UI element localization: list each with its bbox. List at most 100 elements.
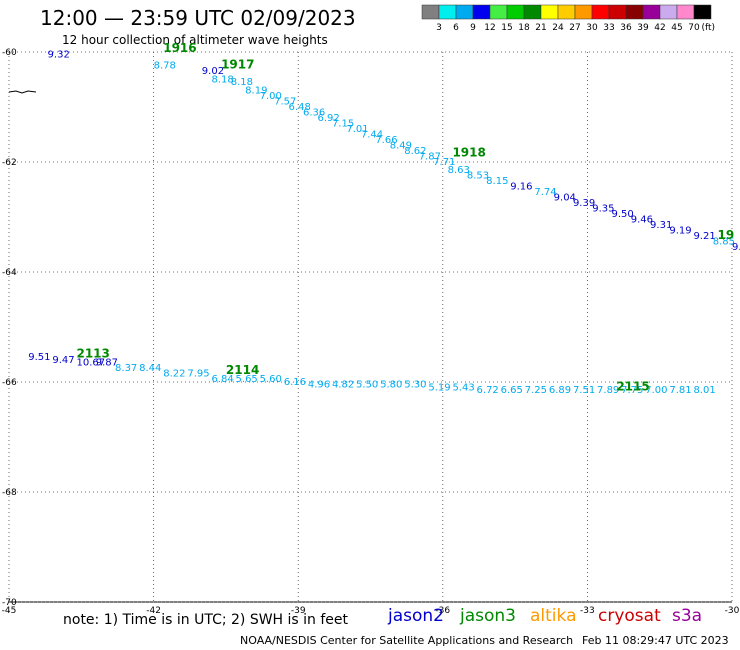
wave-height-label: 7.71 bbox=[433, 157, 455, 168]
wave-height-label: 10.67 bbox=[76, 358, 105, 369]
legend-s3a: s3a bbox=[672, 606, 703, 626]
wave-height-label: 7.25 bbox=[525, 385, 547, 396]
time-label: 2114 bbox=[226, 363, 259, 377]
time-label: 2115 bbox=[616, 379, 649, 393]
colorbar-label: 18 bbox=[518, 23, 530, 33]
time-label: 1918 bbox=[452, 146, 485, 160]
colorbar-swatch bbox=[438, 4, 457, 20]
colorbar-label: 15 bbox=[501, 23, 512, 33]
y-tick-label: -62 bbox=[2, 158, 17, 168]
chart-subtitle: 12 hour collection of altimeter wave hei… bbox=[62, 33, 328, 47]
wave-height-label: 9.39 bbox=[573, 198, 595, 209]
colorbar-swatch bbox=[659, 4, 678, 20]
wave-height-label: 6.84 bbox=[211, 374, 233, 385]
wave-height-label: 7.44 bbox=[361, 129, 383, 140]
colorbar-label: 36 bbox=[620, 23, 632, 33]
wave-height-label: 6.16 bbox=[284, 377, 306, 388]
colorbar-swatch bbox=[608, 4, 627, 20]
time-label: 19 bbox=[718, 228, 735, 242]
wave-height-label: 7.57 bbox=[274, 96, 296, 107]
colorbar-swatch bbox=[540, 4, 559, 20]
y-tick-label: -68 bbox=[2, 488, 17, 498]
colorbar-swatch bbox=[693, 4, 712, 20]
wave-height-label: 7.74 bbox=[534, 187, 556, 198]
wave-height-label: 9.46 bbox=[631, 215, 653, 226]
wave-height-label: 8.49 bbox=[390, 140, 412, 151]
wave-height-label: 8.53 bbox=[467, 171, 489, 182]
wave-height-label: 8.15 bbox=[486, 176, 508, 187]
colorbar-label: 45 bbox=[671, 23, 682, 33]
colorbar-swatch bbox=[455, 4, 474, 20]
wave-height-label: 7.15 bbox=[332, 118, 354, 129]
colorbar-swatch bbox=[676, 4, 695, 20]
wave-height-label: 7.00 bbox=[645, 385, 667, 396]
wave-height-label: 9.32 bbox=[48, 50, 70, 61]
wave-height-label: 5.65 bbox=[236, 374, 258, 385]
wave-height-label: 8.85 bbox=[713, 237, 735, 248]
wave-height-label: 7.95 bbox=[187, 369, 209, 380]
colorbar-swatch bbox=[472, 4, 491, 20]
wave-height-label: 9.21 bbox=[693, 231, 715, 242]
chart-title: 12:00 — 23:59 UTC 02/09/2023 bbox=[40, 6, 356, 30]
y-tick-label: -66 bbox=[2, 378, 17, 388]
wave-height-label: 8.18 bbox=[211, 74, 233, 85]
colorbar-label: 24 bbox=[552, 23, 564, 33]
wave-height-label: 5.80 bbox=[380, 380, 402, 391]
y-tick-label: -64 bbox=[2, 268, 17, 278]
time-label: 1917 bbox=[221, 58, 254, 72]
colorbar-swatch bbox=[591, 4, 610, 20]
wave-height-label: 8.01 bbox=[693, 385, 715, 396]
wave-height-label: 5.30 bbox=[404, 380, 426, 391]
colorbar-swatch bbox=[506, 4, 525, 20]
colorbar-label: 70 bbox=[688, 23, 700, 33]
wave-height-label: 4.96 bbox=[308, 380, 330, 391]
wave-height-label: 5.60 bbox=[260, 374, 282, 385]
wave-height-label: 7.87 bbox=[419, 151, 441, 162]
wave-height-label: 9.47 bbox=[52, 355, 74, 366]
colorbar-label: 33 bbox=[603, 23, 614, 33]
wave-height-label: 8.22 bbox=[163, 369, 185, 380]
x-tick-label: -33 bbox=[580, 606, 595, 616]
colorbar-swatch bbox=[523, 4, 542, 20]
colorbar-label: 6 bbox=[453, 23, 459, 33]
wave-height-label: 7.66 bbox=[375, 135, 397, 146]
legend-altika: altika bbox=[530, 606, 577, 626]
time-label: 2113 bbox=[76, 346, 109, 360]
wave-height-label: 8.37 bbox=[115, 363, 137, 374]
wave-height-label: 6.89 bbox=[549, 385, 571, 396]
wave-height-label: 9.51 bbox=[28, 352, 50, 363]
y-tick-label: -70 bbox=[2, 598, 17, 608]
y-tick-label: -60 bbox=[2, 48, 17, 58]
legend-jason3: jason3 bbox=[460, 606, 516, 626]
wave-height-label: 8.18 bbox=[231, 77, 253, 88]
wave-height-label: 9.87 bbox=[96, 358, 118, 369]
wave-height-label: 5.43 bbox=[452, 382, 474, 393]
wave-height-label: 6.36 bbox=[303, 107, 325, 118]
wave-height-label: 7.01 bbox=[346, 124, 368, 135]
wave-height-label: 4.82 bbox=[332, 380, 354, 391]
footer-note: note: 1) Time is in UTC; 2) SWH is in fe… bbox=[63, 612, 349, 628]
wave-height-label: 9.35 bbox=[592, 204, 614, 215]
wave-height-label: 7.81 bbox=[669, 385, 691, 396]
wave-height-label: 9.02 bbox=[202, 66, 224, 77]
colorbar-label: 30 bbox=[586, 23, 598, 33]
colorbar-label: 21 bbox=[535, 23, 546, 33]
colorbar-label: 39 bbox=[637, 23, 649, 33]
wave-height-label: 9.16 bbox=[510, 182, 532, 193]
x-tick-label: -42 bbox=[146, 606, 161, 616]
x-tick-label: -30 bbox=[725, 606, 740, 616]
wave-height-label: 6.72 bbox=[477, 385, 499, 396]
time-label: 1916 bbox=[163, 41, 196, 55]
credit-text: NOAA/NESDIS Center for Satellite Applica… bbox=[240, 634, 574, 647]
coastline-fragment bbox=[8, 90, 37, 94]
wave-height-label: 6.48 bbox=[289, 102, 311, 113]
legend-jason2: jason2 bbox=[388, 606, 444, 626]
colorbar-swatch bbox=[489, 4, 508, 20]
timestamp-text: Feb 11 08:29:47 UTC 2023 bbox=[582, 634, 729, 647]
colorbar-unit: (ft) bbox=[701, 23, 715, 33]
colorbar-label: 42 bbox=[654, 23, 665, 33]
wave-height-label: 8.62 bbox=[404, 146, 426, 157]
colorbar-swatch bbox=[625, 4, 644, 20]
wave-height-label: 8.19 bbox=[245, 85, 267, 96]
wave-height-label: 9.50 bbox=[612, 209, 634, 220]
